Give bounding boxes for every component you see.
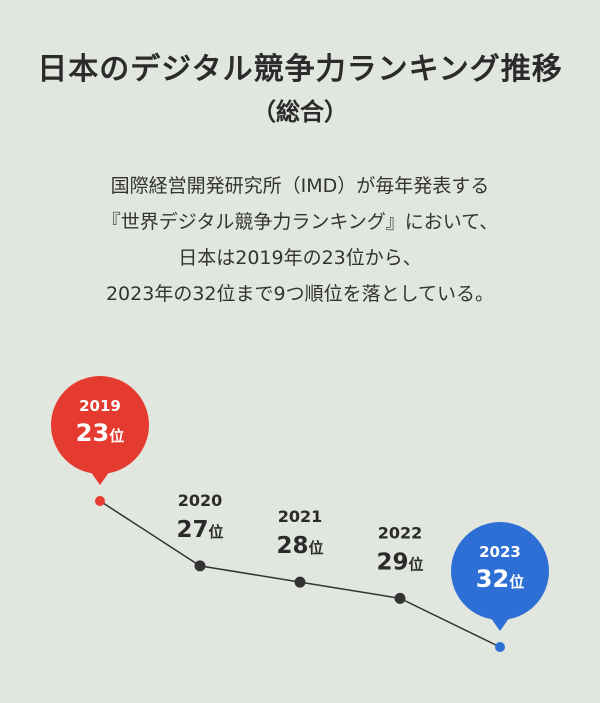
data-point-2020 xyxy=(194,560,206,572)
description-line-1: 国際経営開発研究所（IMD）が毎年発表する xyxy=(110,175,490,197)
callout-bubble-2019 xyxy=(51,376,149,474)
description-line-3: 日本は2019年の23位から、 xyxy=(178,247,422,269)
year-label-2021: 2021 xyxy=(278,507,323,526)
year-label-2019: 2019 xyxy=(79,397,121,415)
rank-label-2019: 23位 xyxy=(76,419,124,447)
rank-label-2022: 29位 xyxy=(376,549,423,575)
page-subtitle: （総合） xyxy=(252,98,348,126)
description-line-4: 2023年の32位まで9つ順位を落としている。 xyxy=(105,283,495,305)
page-title: 日本のデジタル競争力ランキング推移 xyxy=(37,52,563,87)
description: 国際経営開発研究所（IMD）が毎年発表する 『世界デジタル競争力ランキング』にお… xyxy=(0,168,600,312)
rank-label-2021: 28位 xyxy=(276,533,323,559)
callout-bubble-2023 xyxy=(451,522,549,620)
data-point-2023 xyxy=(495,642,505,652)
data-point-2019 xyxy=(95,496,105,506)
description-line-2: 『世界デジタル競争力ランキング』において、 xyxy=(101,211,499,233)
year-label-2020: 2020 xyxy=(178,491,223,510)
data-point-2022 xyxy=(394,592,406,604)
year-label-2022: 2022 xyxy=(378,523,423,542)
rank-label-2020: 27位 xyxy=(176,517,223,543)
rank-label-2023: 32位 xyxy=(476,565,524,593)
data-point-2021 xyxy=(294,576,306,588)
year-label-2023: 2023 xyxy=(479,543,521,561)
